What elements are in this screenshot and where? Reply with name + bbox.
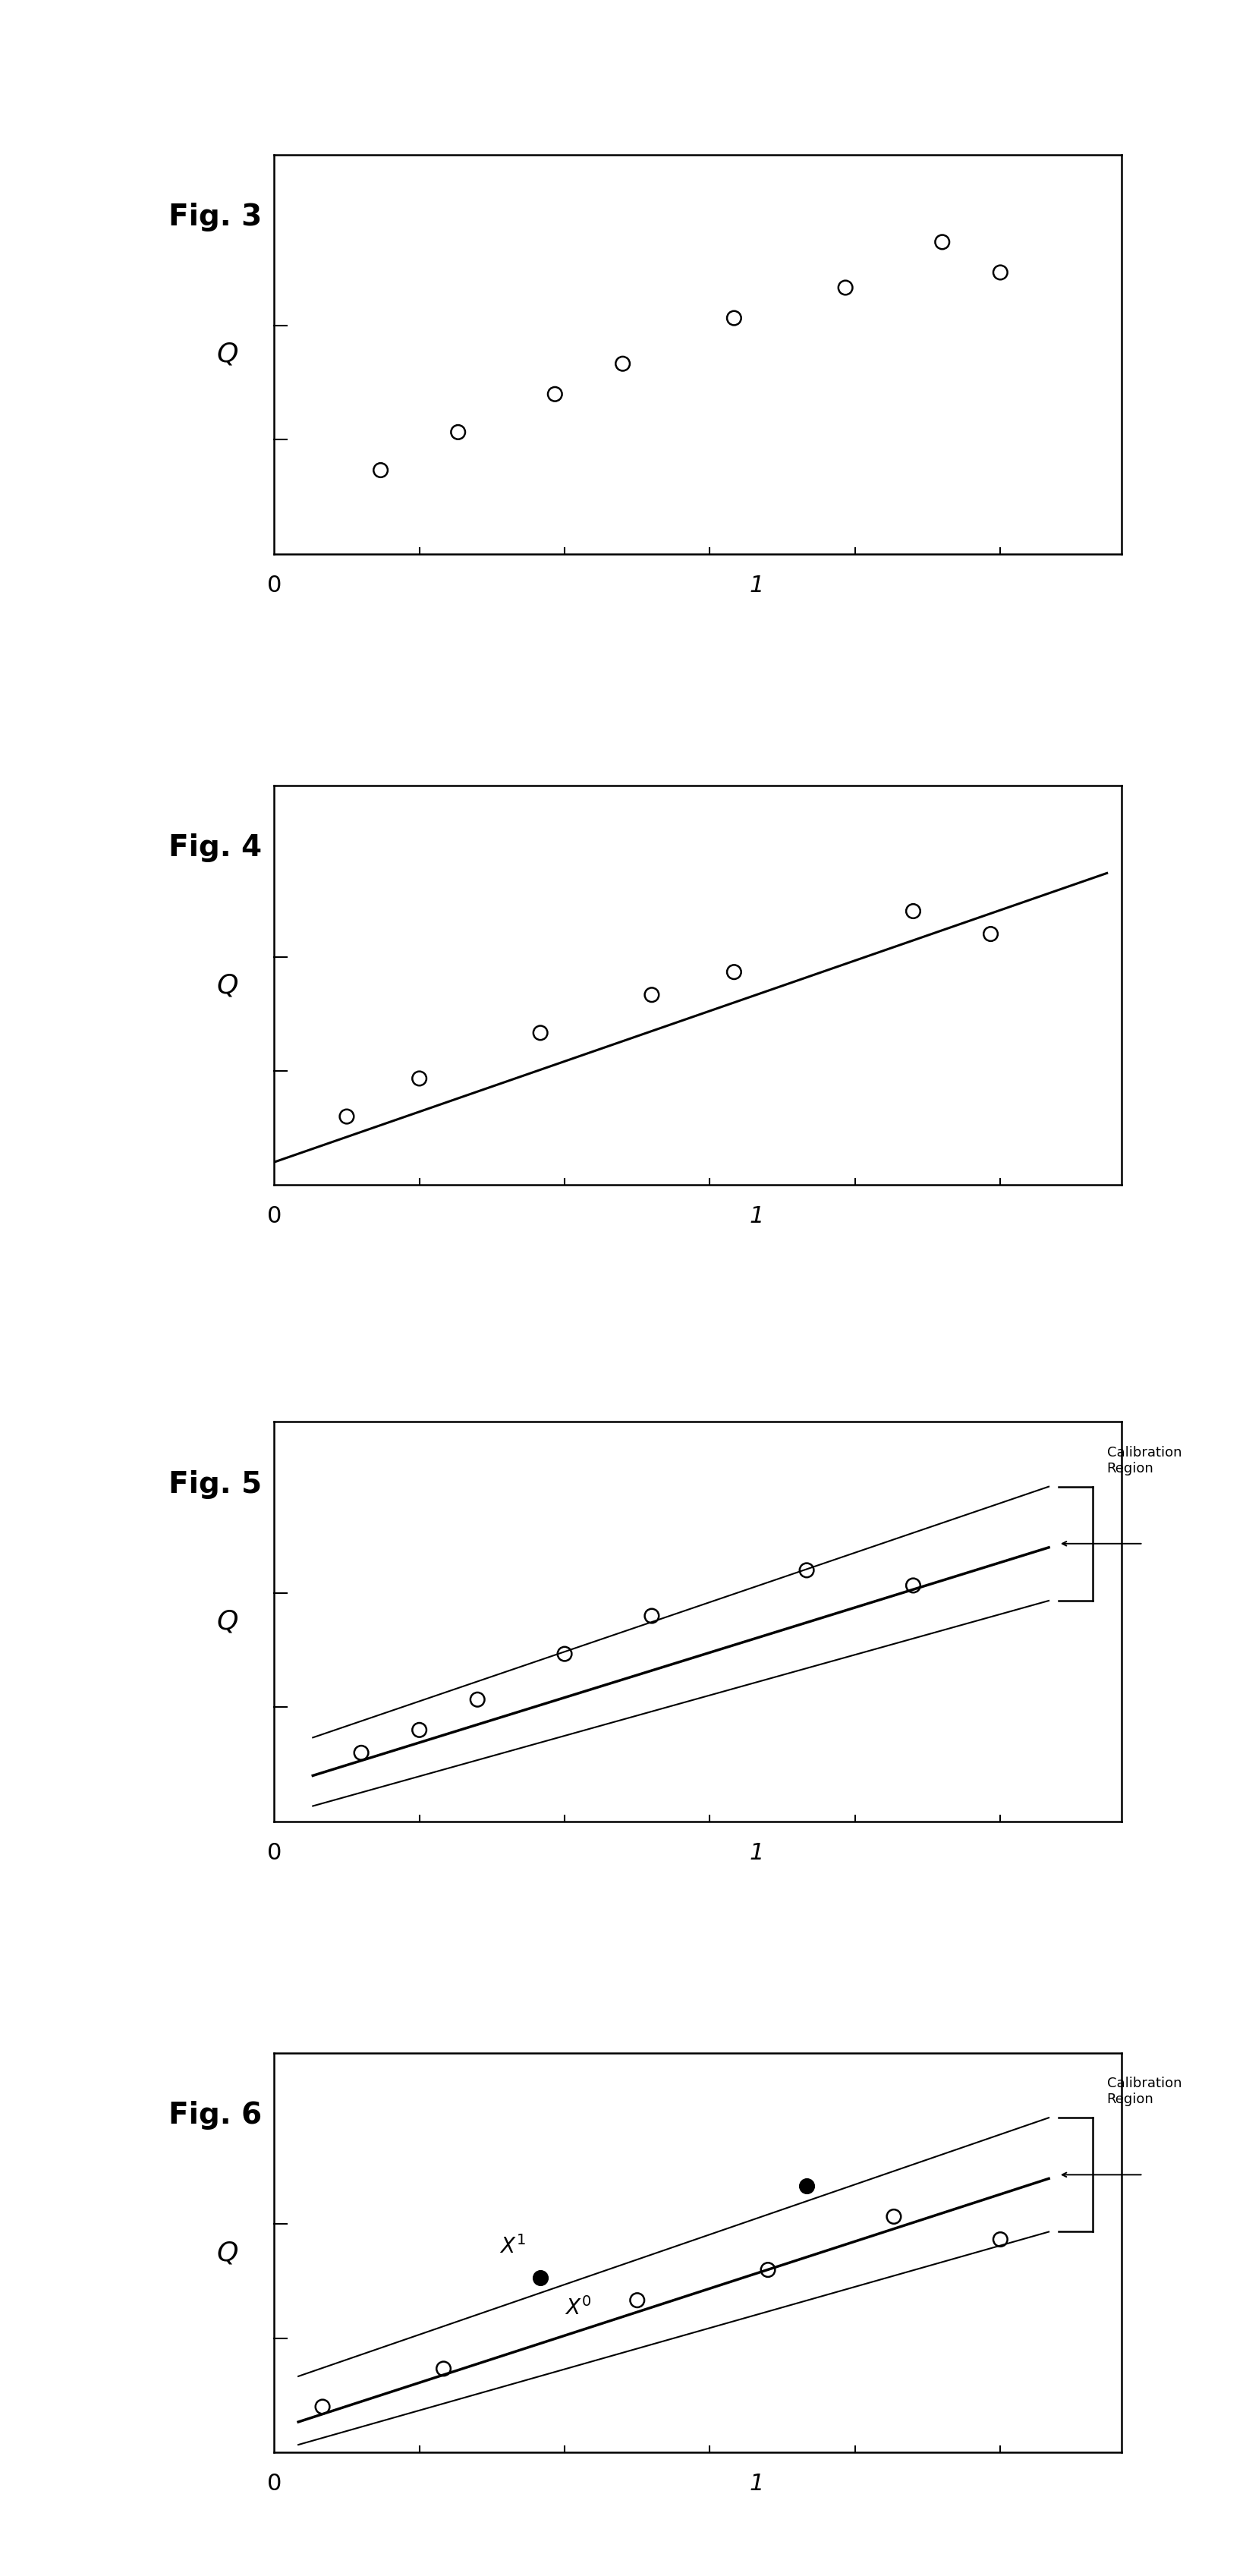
Point xyxy=(642,974,662,1015)
Point xyxy=(724,951,744,992)
Point xyxy=(370,451,390,492)
Point xyxy=(883,2195,903,2236)
Text: 1: 1 xyxy=(750,1206,764,1229)
Point xyxy=(531,1012,551,1054)
Text: Fig. 5: Fig. 5 xyxy=(168,1471,262,1499)
Point xyxy=(531,2257,551,2298)
Point xyxy=(313,2385,333,2427)
Point xyxy=(410,1710,430,1752)
Point xyxy=(336,1095,356,1136)
Text: Calibration
Region: Calibration Region xyxy=(1106,1445,1181,1476)
Point xyxy=(758,2249,778,2290)
Point xyxy=(449,412,468,453)
Point xyxy=(627,2280,647,2321)
Point xyxy=(836,268,856,309)
Text: 0: 0 xyxy=(267,1842,282,1865)
Text: 0: 0 xyxy=(267,2473,282,2496)
Point xyxy=(932,222,952,263)
Point xyxy=(796,1551,816,1592)
Point xyxy=(724,296,744,337)
Text: Q: Q xyxy=(217,2239,238,2267)
Point xyxy=(410,1059,430,1100)
Text: Q: Q xyxy=(217,340,238,368)
Point xyxy=(796,2166,816,2208)
Text: Fig. 6: Fig. 6 xyxy=(168,2102,262,2130)
Point xyxy=(613,343,633,384)
Point xyxy=(903,1564,923,1605)
Point xyxy=(545,374,564,415)
Text: 1: 1 xyxy=(750,2473,764,2496)
Text: $X^1$: $X^1$ xyxy=(500,2236,526,2259)
Text: $X^0$: $X^0$ xyxy=(564,2295,592,2318)
Point xyxy=(434,2349,454,2391)
Text: Fig. 4: Fig. 4 xyxy=(168,835,262,863)
Point xyxy=(991,2218,1011,2259)
Text: 1: 1 xyxy=(750,1842,764,1865)
Point xyxy=(991,252,1011,294)
Text: Fig. 3: Fig. 3 xyxy=(168,204,262,232)
Text: Calibration
Region: Calibration Region xyxy=(1106,2076,1181,2107)
Point xyxy=(981,914,1001,956)
Text: 0: 0 xyxy=(267,574,282,598)
Text: 1: 1 xyxy=(750,574,764,598)
Point xyxy=(903,891,923,933)
Point xyxy=(642,1595,662,1636)
Point xyxy=(467,1680,487,1721)
Text: Q: Q xyxy=(217,1607,238,1636)
Point xyxy=(554,1633,574,1674)
Point xyxy=(351,1731,371,1772)
Text: Q: Q xyxy=(217,971,238,999)
Text: 0: 0 xyxy=(267,1206,282,1229)
